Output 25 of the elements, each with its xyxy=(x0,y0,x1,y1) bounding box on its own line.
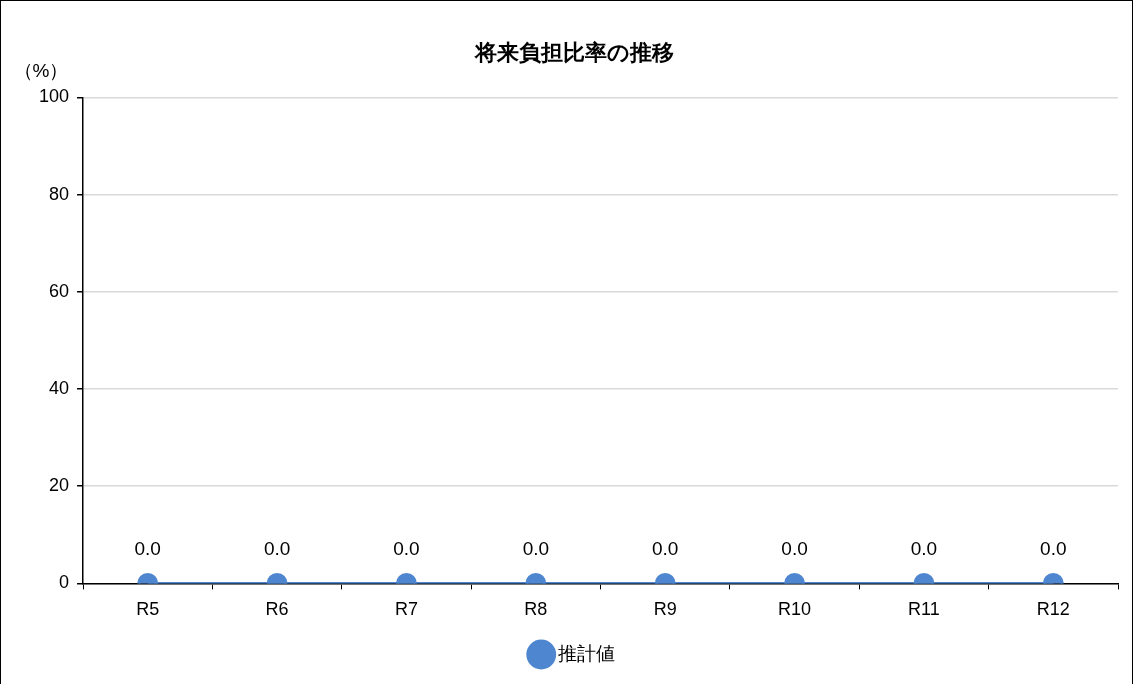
x-tick-label: R6 xyxy=(265,599,289,620)
x-tick-label: R10 xyxy=(778,599,812,620)
y-tick-label: 80 xyxy=(49,183,70,204)
x-tick-label: R7 xyxy=(394,599,418,620)
x-tick-label: R11 xyxy=(908,599,940,620)
x-tick-label: R9 xyxy=(653,599,677,620)
y-tick-label: 0 xyxy=(59,572,70,593)
x-tick-label: R5 xyxy=(136,599,160,620)
x-tick-label: R8 xyxy=(524,599,548,620)
data-label: 0.0 xyxy=(134,538,161,560)
y-axis-title: （%） xyxy=(13,60,69,82)
y-tick-label: 40 xyxy=(49,377,70,398)
data-label: 0.0 xyxy=(910,538,938,560)
y-tick-label: 100 xyxy=(38,86,70,107)
data-label: 0.0 xyxy=(393,538,420,560)
data-label: 0.0 xyxy=(263,538,291,560)
data-label: 0.0 xyxy=(781,538,808,560)
data-label: 0.0 xyxy=(1040,538,1067,560)
data-label: 0.0 xyxy=(522,538,550,560)
y-tick-label: 20 xyxy=(49,475,70,496)
legend-label: 推計値 xyxy=(557,642,615,664)
data-label: 0.0 xyxy=(651,538,679,560)
chart-title: 将来負担比率の推移 xyxy=(474,40,674,66)
x-tick-label: R12 xyxy=(1036,599,1070,620)
y-tick-label: 60 xyxy=(49,280,70,301)
